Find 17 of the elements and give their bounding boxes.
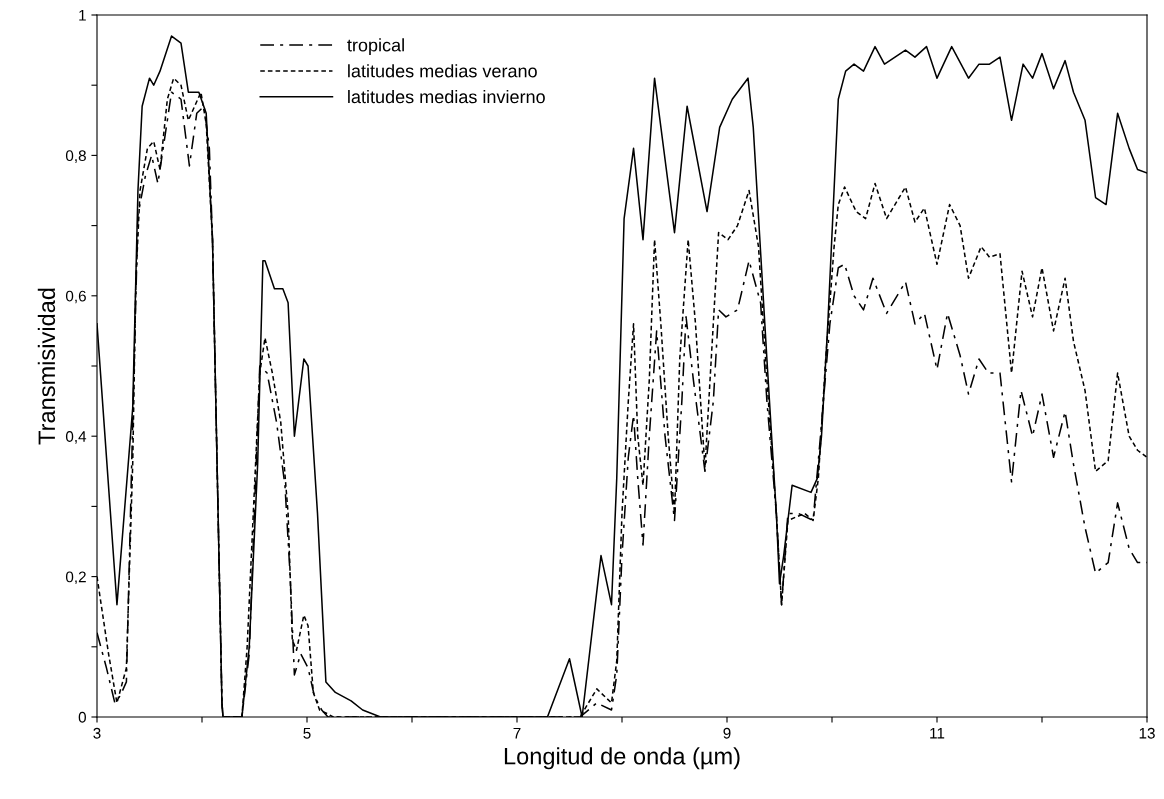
- legend-label: tropical: [347, 38, 404, 56]
- legend-label: latitudes medias verano: [348, 64, 537, 78]
- y-tick-label: 0: [78, 711, 86, 723]
- y-tick-label: 0,4: [65, 431, 87, 444]
- y-tick-label: 1: [79, 10, 86, 21]
- y-tick-label: 0,8: [65, 150, 86, 163]
- y-axis-title: Transmisividad: [37, 288, 56, 445]
- legend-label: latitudes medias invierno: [348, 89, 545, 104]
- x-tick-label: 13: [1139, 727, 1155, 739]
- x-tick-label: 5: [303, 727, 311, 739]
- x-tick-label: 3: [93, 727, 101, 739]
- x-tick-label: 7: [513, 727, 521, 739]
- y-tick-label: 0,2: [65, 571, 86, 585]
- x-tick-label: 9: [723, 727, 731, 739]
- x-tick-label: 11: [930, 727, 945, 739]
- y-tick-label: 0,6: [65, 290, 86, 304]
- x-axis-title: Longitud de onda (µm): [504, 747, 740, 770]
